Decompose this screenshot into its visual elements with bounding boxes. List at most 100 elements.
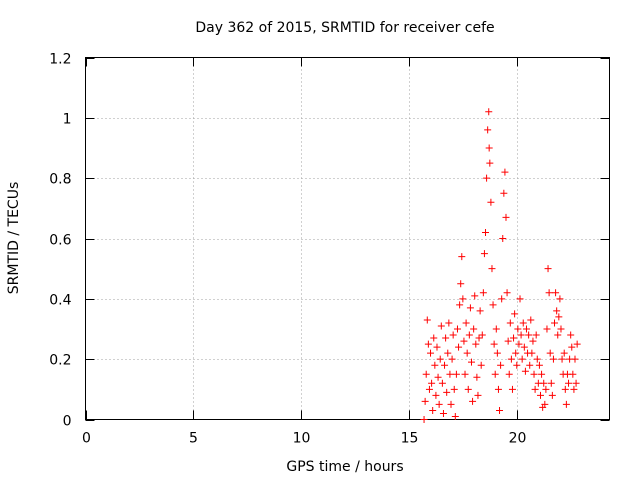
data-point <box>522 325 530 333</box>
y-tick-label: 0.2 <box>49 353 71 369</box>
data-point <box>478 331 486 339</box>
data-point <box>424 340 432 348</box>
data-point <box>553 307 561 315</box>
data-point <box>527 316 535 324</box>
data-point <box>500 189 508 197</box>
data-point <box>556 295 564 303</box>
data-point <box>464 385 472 393</box>
data-point <box>502 213 510 221</box>
x-tick-label: 15 <box>401 431 419 447</box>
data-point <box>476 307 484 315</box>
data-point <box>555 313 563 321</box>
data-point <box>528 349 536 357</box>
data-point <box>448 355 456 363</box>
x-tick-label: 0 <box>82 431 91 447</box>
data-point <box>549 355 557 363</box>
data-point <box>429 406 437 414</box>
data-point <box>447 400 455 408</box>
data-point <box>470 325 478 333</box>
data-point <box>515 340 523 348</box>
data-point <box>545 289 553 297</box>
data-point <box>494 385 502 393</box>
data-point <box>491 370 499 378</box>
data-point <box>557 325 565 333</box>
data-point <box>560 349 568 357</box>
data-point <box>435 400 443 408</box>
data-point <box>439 409 447 417</box>
data-point <box>469 397 477 405</box>
data-point <box>532 331 540 339</box>
x-tick-label: 10 <box>293 431 311 447</box>
data-point <box>471 292 479 300</box>
data-point <box>567 331 575 339</box>
data-point <box>538 370 546 378</box>
data-point <box>493 349 501 357</box>
data-point <box>565 379 573 387</box>
data-point <box>488 265 496 273</box>
data-point <box>501 168 509 176</box>
data-point <box>420 416 428 423</box>
data-point <box>475 334 483 342</box>
y-tick-label: 1 <box>63 112 72 128</box>
chart-title: Day 362 of 2015, SRMTID for receiver cef… <box>195 20 494 36</box>
data-point <box>451 412 459 420</box>
data-point <box>436 355 444 363</box>
data-point <box>508 385 516 393</box>
data-point <box>460 337 468 345</box>
data-point <box>421 397 429 405</box>
x-tick-label: 20 <box>509 431 527 447</box>
data-point <box>540 379 548 387</box>
data-point <box>461 370 469 378</box>
data-point <box>551 319 559 327</box>
data-point <box>533 355 541 363</box>
data-point <box>430 334 438 342</box>
data-point <box>434 373 442 381</box>
plot-frame <box>85 57 610 420</box>
data-point <box>484 126 492 134</box>
data-point <box>438 379 446 387</box>
y-axis-label: SRMTID / TECUs <box>6 182 22 295</box>
data-point <box>570 385 578 393</box>
data-point <box>425 385 433 393</box>
data-point <box>562 400 570 408</box>
data-point <box>572 379 580 387</box>
data-point <box>423 316 431 324</box>
data-point <box>450 385 458 393</box>
y-tick-label: 0.6 <box>49 233 71 249</box>
data-point <box>458 253 466 261</box>
data-point <box>474 391 482 399</box>
data-point <box>487 198 495 206</box>
data-point <box>465 331 473 339</box>
data-point <box>506 319 514 327</box>
data-point <box>431 361 439 369</box>
data-point <box>535 361 543 369</box>
data-point <box>516 295 524 303</box>
data-point <box>453 325 461 333</box>
data-point <box>505 370 513 378</box>
data-point <box>518 355 526 363</box>
data-point <box>463 349 471 357</box>
data-point <box>499 235 507 242</box>
data-point <box>455 343 463 351</box>
data-point <box>489 301 497 309</box>
data-point <box>513 361 521 369</box>
data-point <box>442 334 450 342</box>
data-point <box>568 343 576 351</box>
data-point <box>483 174 491 182</box>
data-point <box>531 385 539 393</box>
data-point <box>558 355 566 363</box>
y-tick-label: 0.8 <box>49 172 71 188</box>
data-point <box>552 289 560 297</box>
data-point <box>514 325 522 333</box>
data-point <box>479 289 487 297</box>
data-point <box>526 361 534 369</box>
y-tick-label: 0.4 <box>49 293 71 309</box>
data-point <box>530 370 538 378</box>
data-point <box>467 358 475 366</box>
data-point <box>472 340 480 348</box>
data-point <box>480 250 488 258</box>
data-point <box>548 391 556 399</box>
data-point <box>529 337 537 345</box>
data-point <box>520 343 528 351</box>
